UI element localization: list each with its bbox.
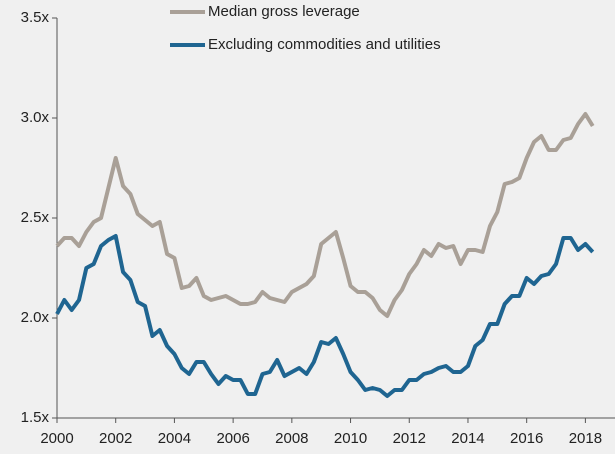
series-line [55,234,595,398]
legend-label: Median gross leverage [208,3,360,20]
x-tick-label: 2010 [334,430,367,447]
x-tick-label: 2006 [216,430,249,447]
legend: Median gross leverage Excluding commoditi… [170,3,441,53]
x-tick-label: 2004 [158,430,191,447]
x-tick-label: 2014 [451,430,484,447]
y-tick-label: 2.5x [21,209,50,226]
x-tick-label: 2016 [510,430,543,447]
y-tick-label: 1.5x [21,409,50,426]
series-line [55,112,595,318]
legend-label: Excluding commodities and utilities [208,36,441,53]
y-tick-label: 3.0x [21,109,50,126]
y-tick-label: 2.0x [21,309,50,326]
y-tick-label: 3.5x [21,9,50,26]
x-tick-label: 2008 [275,430,308,447]
x-tick-label: 2000 [40,430,73,447]
x-tick-label: 2018 [569,430,602,447]
x-tick-label: 2002 [99,430,132,447]
x-tick-label: 2012 [393,430,426,447]
